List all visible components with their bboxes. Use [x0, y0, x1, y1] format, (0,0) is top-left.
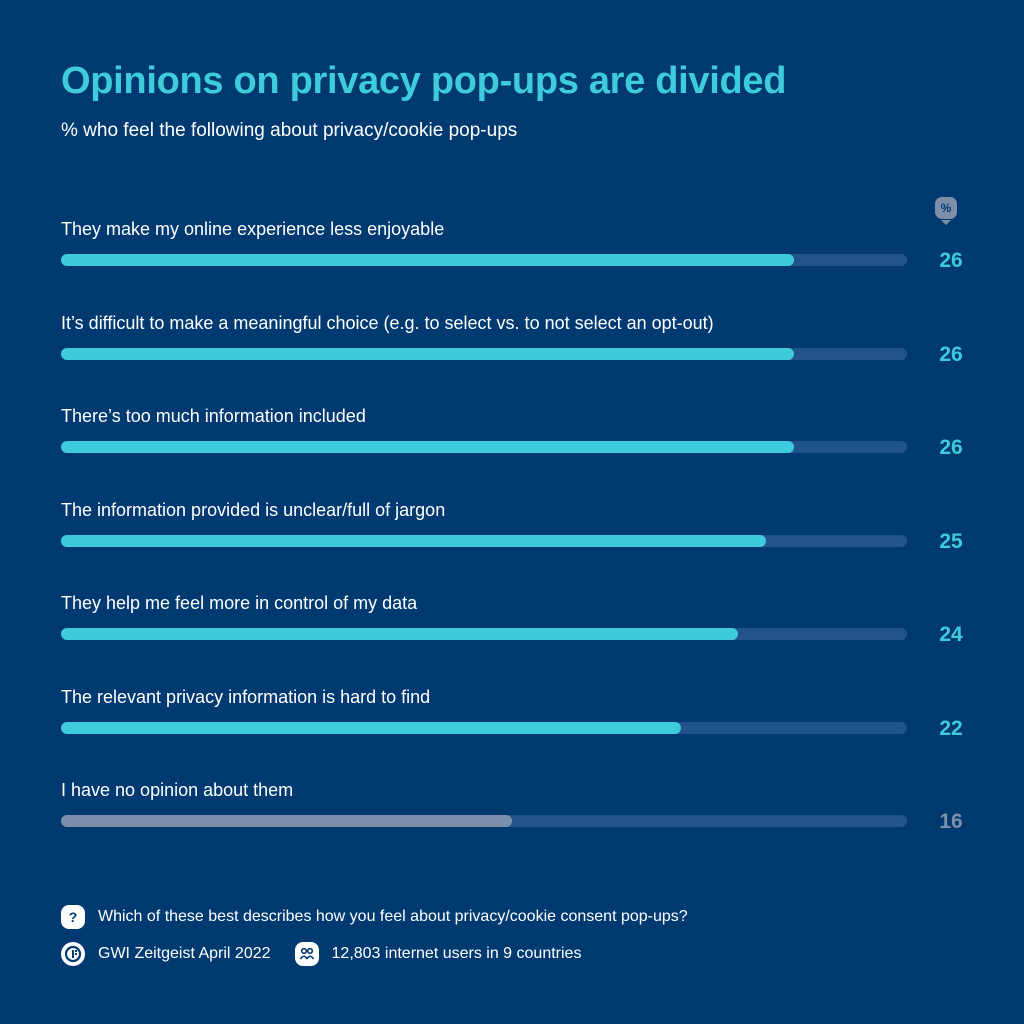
bar-value: 26	[939, 342, 963, 366]
bar-label: It’s difficult to make a meaningful choi…	[61, 312, 714, 333]
bar-value: 22	[939, 716, 963, 740]
bar-fill	[61, 347, 795, 360]
bar-label: I have no opinion about them	[61, 780, 294, 800]
bar-track	[61, 628, 907, 640]
question-text: Which of these best describes how you fe…	[98, 908, 688, 925]
percent-unit-marker: %	[935, 197, 957, 227]
chart-subtitle: % who feel the following about privacy/c…	[61, 120, 518, 141]
bar-row: I have no opinion about them 16	[61, 780, 971, 840]
gwi-logo-icon	[61, 942, 85, 966]
bar-label: They make my online experience less enjo…	[61, 219, 445, 239]
bar-row: The relevant privacy information is hard…	[61, 687, 971, 747]
bar-track	[61, 721, 907, 734]
bar-value: 26	[939, 436, 963, 459]
bar-track	[61, 815, 907, 827]
bar-value: 26	[939, 249, 963, 272]
bar-row: There’s too much information included 26	[61, 406, 971, 466]
bar-fill	[61, 441, 795, 453]
chart-title: Opinions on privacy pop-ups are divided	[61, 60, 787, 102]
bar-label: The information provided is unclear/full…	[61, 499, 446, 520]
question-icon: ?	[61, 905, 85, 929]
source-text: GWI Zeitgeist April 2022	[98, 945, 271, 962]
footer-source: GWI Zeitgeist April 2022 12,803 internet…	[61, 942, 581, 966]
sample-text: 12,803 internet users in 9 countries	[331, 945, 582, 962]
people-icon	[294, 942, 319, 966]
bar-row: The information provided is unclear/full…	[61, 500, 971, 560]
bar-label: There’s too much information included	[61, 406, 366, 426]
bar-track	[61, 441, 907, 453]
bar-value: 24	[939, 623, 963, 646]
bar-fill	[61, 721, 682, 734]
percent-icon: %	[935, 197, 957, 219]
bar-track	[61, 254, 907, 266]
bar-label: They help me feel more in control of my …	[61, 593, 418, 613]
bar-fill	[61, 534, 766, 547]
marker-arrow-icon	[941, 220, 951, 225]
bar-fill	[61, 628, 738, 640]
bar-value: 25	[939, 529, 963, 553]
bar-row: They help me feel more in control of my …	[61, 593, 971, 653]
bar-row: They make my online experience less enjo…	[61, 219, 971, 279]
bar-track	[61, 347, 907, 360]
footer-question: ? Which of these best describes how you …	[61, 905, 688, 929]
bar-value: 16	[939, 810, 963, 833]
bar-track	[61, 534, 907, 547]
bar-fill	[61, 254, 795, 266]
bar-row: It’s difficult to make a meaningful choi…	[61, 313, 971, 373]
bar-fill	[61, 815, 513, 827]
bar-label: The relevant privacy information is hard…	[61, 686, 431, 707]
